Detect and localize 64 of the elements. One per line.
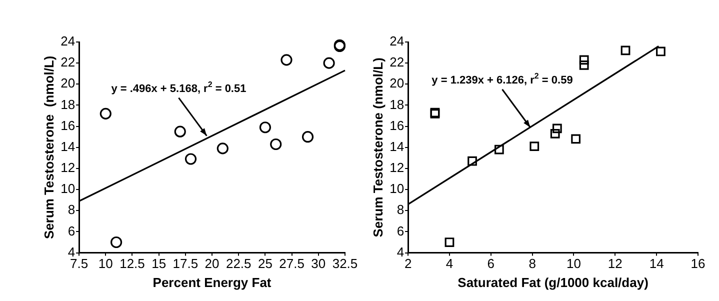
point <box>620 46 630 56</box>
y-tick-label: 18 <box>60 96 76 112</box>
point <box>216 142 228 154</box>
x-tick-label: 10 <box>566 256 581 272</box>
y-tick-label: 20 <box>390 76 404 91</box>
y-tick-label: 16 <box>390 118 404 133</box>
x-axis-title: Percent Energy Fat <box>152 274 272 290</box>
x-tick-label: 14 <box>649 256 664 272</box>
point <box>174 126 186 138</box>
y-tick-label: 24 <box>390 34 404 49</box>
y-tick-label: 22 <box>390 54 404 70</box>
point <box>494 144 504 154</box>
point <box>656 46 666 56</box>
x-tick-label: 30 <box>311 256 326 272</box>
y-tick-label: 22 <box>60 54 76 70</box>
point <box>270 138 282 150</box>
point <box>323 57 335 69</box>
y-tick-label: 20 <box>60 76 76 91</box>
x-tick-label: 2 <box>404 256 412 272</box>
x-tick-label: 22.5 <box>226 256 252 272</box>
y-tick-label: 14 <box>60 138 76 154</box>
y-tick-label: 12 <box>60 160 76 176</box>
point <box>530 142 540 152</box>
point <box>184 153 197 165</box>
point <box>579 60 589 70</box>
point <box>280 54 292 66</box>
x-tick-label: 12.5 <box>120 256 145 272</box>
point <box>579 55 589 65</box>
x-tick-label: 6 <box>487 256 495 272</box>
x-tick-label: 16 <box>690 256 706 272</box>
point <box>259 122 272 134</box>
point <box>550 129 560 138</box>
y-tick-label: 16 <box>60 118 76 133</box>
x-tick-label: 8 <box>528 256 536 272</box>
point <box>552 124 562 134</box>
y-tick-label: 18 <box>390 96 404 112</box>
point <box>571 134 580 144</box>
x-axis-title: Saturated Fat (g/1000 kcal/day) <box>458 274 648 290</box>
x-tick-label: 10 <box>98 256 113 272</box>
y-tick-label: 24 <box>60 34 76 49</box>
point <box>444 238 454 247</box>
x-tick-label: 4 <box>446 256 454 272</box>
point <box>100 108 112 120</box>
y-tick-label: 8 <box>68 202 76 218</box>
y-axis-title: Serum Testosterone (nmol/L) <box>370 58 386 238</box>
x-tick-label: 27.5 <box>279 256 304 272</box>
y-tick-label: 4 <box>396 244 404 260</box>
y-tick-label: 10 <box>60 181 76 196</box>
y-tick-label: 14 <box>390 138 404 154</box>
y-tick-label: 10 <box>390 181 404 196</box>
x-tick-label: 15 <box>152 256 166 272</box>
x-tick-label: 20 <box>204 256 220 272</box>
y-tick-label: 8 <box>396 202 404 218</box>
x-tick-label: 12 <box>608 256 622 272</box>
point <box>110 236 122 248</box>
x-tick-label: 32.5 <box>332 256 358 272</box>
point <box>302 131 314 143</box>
y-tick-label: 6 <box>68 223 76 238</box>
y-tick-label: 6 <box>396 223 404 238</box>
x-tick-label: 25 <box>258 256 272 272</box>
y-axis-title: Serum Testosterone (nmol/L) <box>41 56 56 240</box>
y-tick-label: 12 <box>390 160 404 176</box>
point <box>468 156 477 166</box>
x-tick-label: 17.5 <box>172 256 198 272</box>
